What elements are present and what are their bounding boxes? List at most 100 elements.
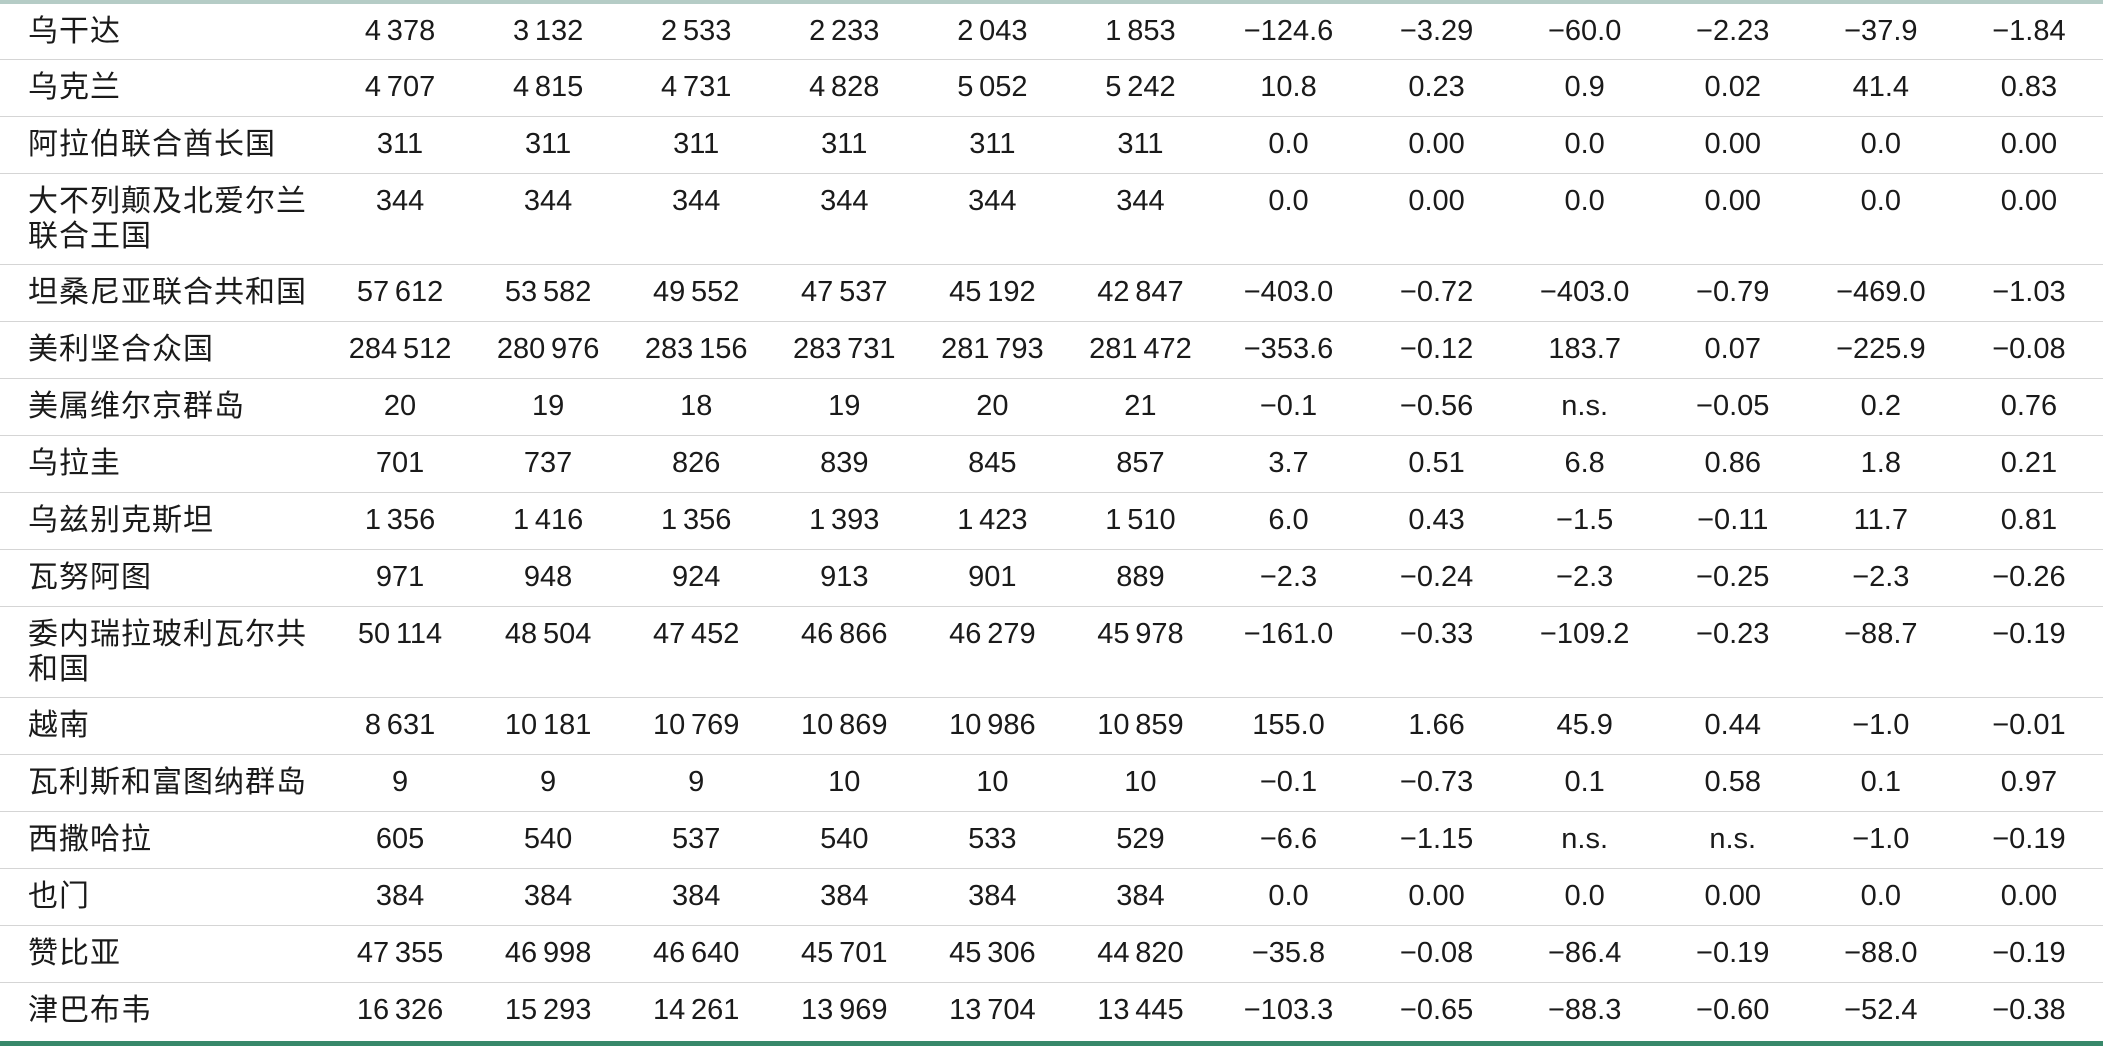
value-cell: 9 bbox=[688, 765, 705, 798]
table-row: 西撒哈拉 605 540 537 540 533 529 −6.6 −1.15 n.s. n.s. −… bbox=[0, 811, 2103, 868]
value-cell: 57 612 bbox=[356, 275, 444, 308]
value-cell: 45.9 bbox=[1556, 708, 1613, 741]
country-name: 美利坚合众国 bbox=[28, 332, 214, 366]
value-cell: 284 512 bbox=[348, 332, 452, 365]
value-cell: 45 701 bbox=[801, 936, 888, 969]
value-cell: −0.19 bbox=[1992, 936, 2066, 969]
value-cell: 3.7 bbox=[1268, 446, 1309, 479]
value-cell: 47 537 bbox=[801, 275, 888, 308]
value-cell: 10 869 bbox=[801, 708, 888, 741]
value-cell: 901 bbox=[968, 560, 1017, 593]
value-cell: 311 bbox=[376, 127, 424, 160]
value-cell: 4 731 bbox=[661, 70, 732, 103]
value-cell: −1.0 bbox=[1852, 708, 1910, 741]
value-cell: 533 bbox=[968, 822, 1017, 855]
country-name: 乌克兰 bbox=[28, 70, 121, 104]
country-name: 也门 bbox=[28, 879, 90, 913]
value-cell: 47 452 bbox=[652, 617, 740, 650]
country-name: 阿拉伯联合酋长国 bbox=[28, 127, 276, 161]
value-cell: 540 bbox=[820, 822, 869, 855]
value-cell: 0.0 bbox=[1860, 127, 1901, 160]
value-cell: 281 793 bbox=[941, 332, 1044, 365]
value-cell: 1 853 bbox=[1105, 15, 1176, 47]
value-cell: 537 bbox=[672, 822, 721, 855]
value-cell: −161.0 bbox=[1243, 617, 1334, 650]
value-cell: −0.79 bbox=[1696, 275, 1770, 308]
value-cell: 19 bbox=[531, 389, 565, 422]
value-cell: 5 052 bbox=[957, 70, 1028, 103]
value-cell: 344 bbox=[820, 184, 869, 217]
value-cell: 384 bbox=[672, 879, 721, 912]
value-cell: 344 bbox=[672, 184, 721, 217]
value-cell: 4 815 bbox=[512, 70, 584, 103]
value-cell: 701 bbox=[375, 446, 425, 479]
value-cell: 0.58 bbox=[1704, 765, 1761, 798]
value-cell: 15 293 bbox=[504, 993, 592, 1026]
value-cell: 0.0 bbox=[1268, 127, 1309, 160]
value-cell: 6.0 bbox=[1268, 503, 1309, 536]
value-cell: 0.86 bbox=[1704, 446, 1761, 479]
value-cell: −60.0 bbox=[1547, 15, 1622, 47]
value-cell: 0.76 bbox=[2000, 389, 2058, 422]
value-cell: 46 866 bbox=[801, 617, 888, 650]
value-cell: −103.3 bbox=[1243, 993, 1334, 1026]
value-cell: 0.1 bbox=[1564, 765, 1605, 798]
value-cell: −0.08 bbox=[1399, 936, 1474, 969]
value-cell: 8 631 bbox=[364, 708, 436, 741]
value-cell: 1 510 bbox=[1105, 503, 1176, 536]
value-cell: −1.15 bbox=[1399, 822, 1474, 855]
value-cell: 889 bbox=[1116, 560, 1165, 593]
value-cell: 45 306 bbox=[949, 936, 1036, 969]
value-cell: −0.33 bbox=[1399, 617, 1474, 650]
value-cell: −1.84 bbox=[1992, 15, 2066, 47]
value-cell: 384 bbox=[820, 879, 869, 912]
country-name: 瓦利斯和富图纳群岛 bbox=[28, 765, 307, 799]
value-cell: 11.7 bbox=[1853, 503, 1908, 536]
table-row: 也门 384 384 384 384 384 384 0.0 0.00 0.0 0.00 0.0 0.0… bbox=[0, 868, 2103, 925]
value-cell: 839 bbox=[820, 446, 869, 479]
table-row: 委内瑞拉玻利瓦尔共和国 50 114 48 504 47 452 46 866 46 27… bbox=[0, 606, 2103, 697]
value-cell: 4 828 bbox=[809, 70, 880, 103]
value-cell: 10 bbox=[1124, 765, 1157, 798]
table-row: 越南 8 631 10 181 10 769 10 869 10 986 10 859 155… bbox=[0, 697, 2103, 754]
value-cell: −109.2 bbox=[1539, 617, 1630, 650]
value-cell: −353.6 bbox=[1243, 332, 1334, 365]
value-cell: 6.8 bbox=[1564, 446, 1605, 479]
value-cell: −1.03 bbox=[1992, 275, 2066, 308]
value-cell: 344 bbox=[1116, 184, 1165, 217]
value-cell: 826 bbox=[672, 446, 721, 479]
value-cell: 10 859 bbox=[1097, 708, 1184, 741]
table-row: 乌克兰 4 707 4 815 4 731 4 828 5 052 5 242 10.8 0.2… bbox=[0, 59, 2103, 116]
value-cell: −0.56 bbox=[1399, 389, 1474, 422]
value-cell: 47 355 bbox=[356, 936, 444, 969]
table-row: 瓦利斯和富图纳群岛 9 9 9 10 10 10 −0.1 −0.73 0.1 0.58 0.1 0.9… bbox=[0, 754, 2103, 811]
value-cell: 0.0 bbox=[1564, 127, 1605, 160]
value-cell: 155.0 bbox=[1252, 708, 1325, 741]
value-cell: 5 242 bbox=[1105, 70, 1176, 103]
value-cell: 53 582 bbox=[504, 275, 592, 308]
value-cell: 42 847 bbox=[1097, 275, 1184, 308]
table-row: 乌干达 4 378 3 132 2 533 2 233 2 043 1 853 −124.6 −… bbox=[0, 2, 2103, 59]
value-cell: 9 bbox=[540, 765, 557, 798]
value-cell: 4 378 bbox=[364, 15, 436, 47]
value-cell: −0.72 bbox=[1399, 275, 1474, 308]
value-cell: 0.00 bbox=[1408, 879, 1465, 912]
value-cell: 1 416 bbox=[512, 503, 584, 536]
value-cell: 857 bbox=[1116, 446, 1165, 479]
value-cell: 0.21 bbox=[2000, 446, 2058, 479]
value-cell: 2 533 bbox=[661, 15, 732, 47]
value-cell: 44 820 bbox=[1097, 936, 1184, 969]
value-cell: 311 bbox=[673, 127, 720, 160]
value-cell: 0.00 bbox=[2000, 879, 2058, 912]
value-cell: 0.00 bbox=[1704, 184, 1761, 217]
value-cell: 605 bbox=[375, 822, 425, 855]
value-cell: n.s. bbox=[1561, 822, 1609, 855]
value-cell: −0.01 bbox=[1992, 708, 2066, 741]
table-row: 阿拉伯联合酋长国 311 311 311 311 311 311 0.0 0.00 0.0 0.00… bbox=[0, 116, 2103, 173]
country-name: 西撒哈拉 bbox=[28, 822, 152, 856]
value-cell: 737 bbox=[523, 446, 573, 479]
value-cell: 344 bbox=[375, 184, 425, 217]
country-name: 乌兹别克斯坦 bbox=[28, 503, 214, 537]
value-cell: −403.0 bbox=[1539, 275, 1630, 308]
